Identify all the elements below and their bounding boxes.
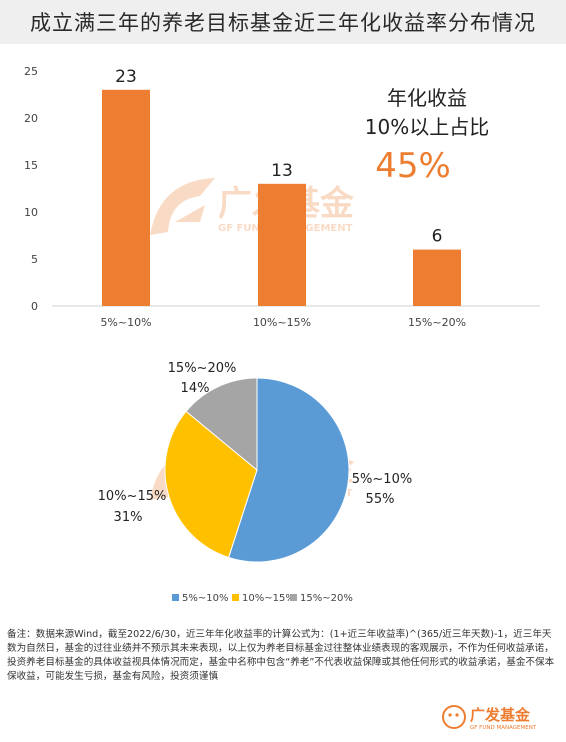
bar-series: 23 13 6 [102, 67, 461, 306]
callout-line1: 年化收益 [387, 86, 467, 110]
bar-x-tick-label: 10%~15% [253, 316, 311, 329]
callout: 年化收益 10%以上占比 45% [365, 86, 489, 186]
bar-data-label: 13 [271, 161, 293, 181]
pie-label-10-15-pct: 31% [114, 510, 143, 525]
pie-legend: 5%~10% 10%~15% 15%~20% [172, 593, 353, 604]
wechat-eye-icon [455, 713, 459, 717]
legend-swatch [290, 594, 297, 601]
title-bar: 成立满三年的养老目标基金近三年化收益率分布情况 [0, 0, 566, 44]
legend-swatch [172, 594, 179, 601]
callout-line2: 10%以上占比 [365, 115, 489, 139]
callout-value: 45% [375, 146, 451, 186]
footer-logo: 广发基金 GF FUND MANAGEMENT [442, 705, 537, 731]
pie-label-5-10-pct: 55% [366, 492, 395, 507]
legend-label: 15%~20% [300, 593, 353, 604]
pie-label-10-15-name: 10%~15% [98, 489, 167, 504]
bar-data-label: 6 [432, 227, 443, 247]
bar-x-tick-label: 15%~20% [408, 316, 466, 329]
pie-label-5-10-name: 5%~10% [352, 472, 412, 487]
pie-slice [227, 377, 350, 563]
bar-x-tick-label: 5%~10% [100, 316, 151, 329]
bar-x-axis: 5%~10% 10%~15% 15%~20% [100, 316, 466, 329]
footnote: 备注：数据来源Wind，截至2022/6/30，近三年年化收益率的计算公式为：(… [7, 629, 555, 682]
bar-y-tick-label: 15 [24, 159, 38, 172]
bar-y-tick-label: 25 [24, 65, 38, 78]
pie-slice [164, 410, 258, 559]
watermark-top: 广发基金 GF FUND MANAGEMENT [150, 178, 355, 235]
bar-y-tick-label: 0 [31, 300, 38, 313]
page-title: 成立满三年的养老目标基金近三年化收益率分布情况 [30, 11, 536, 35]
bar-y-tick-label: 20 [24, 112, 38, 125]
pie-labels: 15%~20% 14% 5%~10% 55% 10%~15% 31% [98, 361, 413, 525]
footer-brand-cn: 广发基金 [470, 706, 531, 724]
wechat-eye-icon [448, 713, 452, 717]
legend-swatch [232, 594, 239, 601]
gf-logo-icon [150, 178, 215, 235]
pie-label-15-20-pct: 14% [181, 381, 210, 396]
bar-y-axis: 0 5 10 15 20 25 [24, 65, 38, 313]
footer-brand-en: GF FUND MANAGEMENT [470, 725, 537, 731]
bar [258, 183, 306, 306]
bar-data-label: 23 [115, 67, 137, 87]
legend-label: 5%~10% [182, 593, 228, 604]
bar-y-tick-label: 10 [24, 206, 38, 219]
bar [102, 89, 150, 306]
bar-y-tick-label: 5 [31, 253, 38, 266]
wechat-icon [442, 705, 466, 729]
bar [413, 249, 461, 306]
pie-slice [185, 377, 258, 472]
legend-label: 10%~15% [242, 593, 295, 604]
pie-series [164, 377, 350, 563]
pie-label-15-20-name: 15%~20% [168, 361, 237, 376]
